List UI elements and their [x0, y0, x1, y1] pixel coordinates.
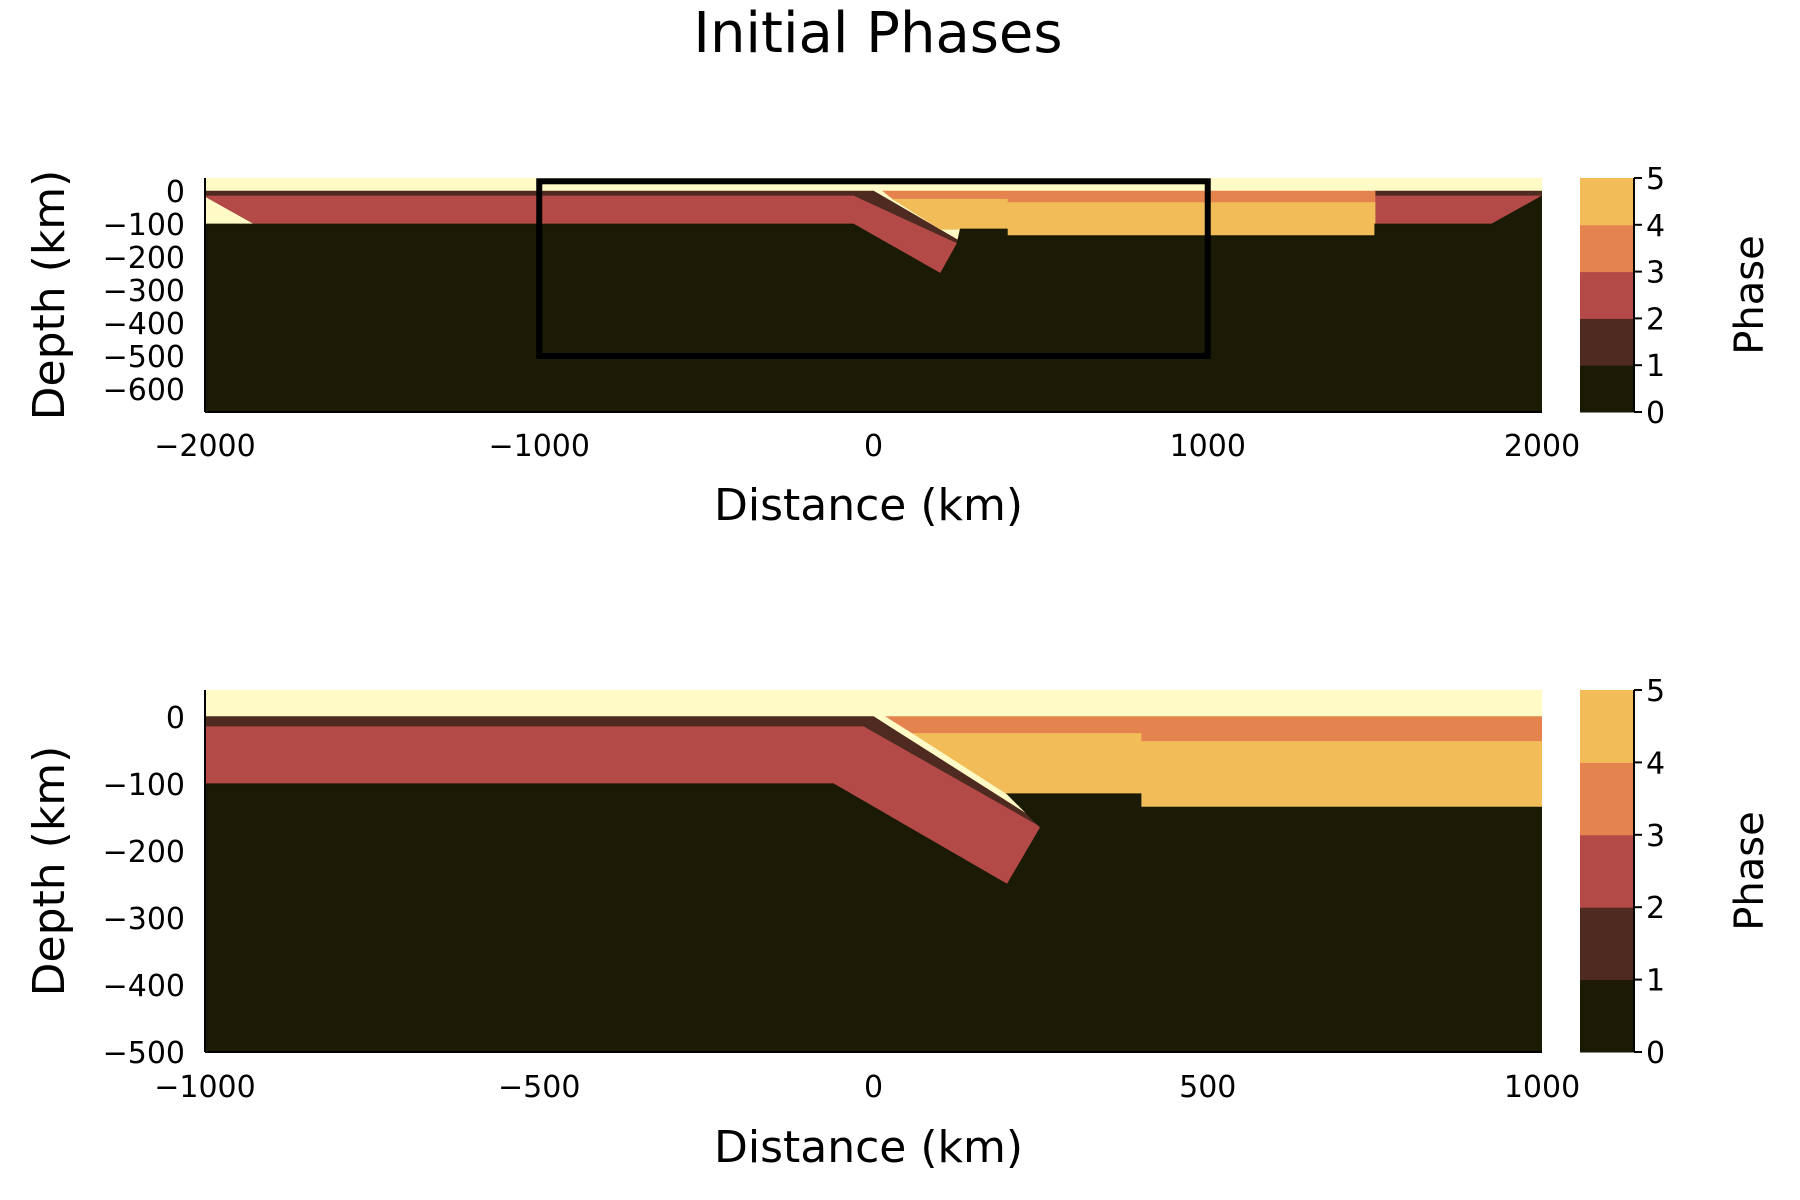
y-tick-label: −300 — [103, 274, 185, 309]
y-tick-label: −600 — [103, 373, 185, 408]
x-axis-label: Distance (km) — [714, 480, 1023, 531]
phase-1-region — [1374, 190, 1542, 197]
colorbar-tick-label: 1 — [1646, 964, 1665, 999]
colorbar-swatch-phase-0 — [1580, 979, 1634, 1053]
x-tick-label: −1000 — [154, 1070, 255, 1105]
y-tick-label: −300 — [103, 902, 185, 937]
y-tick-label: −100 — [103, 768, 185, 803]
x-tick-label: −500 — [498, 1070, 580, 1105]
y-tick-label: −500 — [103, 1036, 185, 1071]
x-tick-label: 2000 — [1504, 429, 1580, 464]
y-tick-label: 0 — [166, 175, 185, 210]
colorbar-swatch-phase-1 — [1580, 907, 1634, 981]
colorbar-tick-label: 4 — [1646, 746, 1665, 781]
colorbar-tick-label: 4 — [1646, 209, 1665, 244]
zoom-box — [536, 178, 1211, 359]
y-tick-label: −100 — [103, 208, 185, 243]
colorbar-swatch-phase-3 — [1580, 762, 1634, 836]
colorbar-tick-label: 1 — [1646, 349, 1665, 384]
colorbar-swatch-phase-2 — [1580, 271, 1634, 319]
colorbar-tick-label: 5 — [1646, 674, 1665, 709]
colorbar-tick-label: 0 — [1646, 396, 1665, 431]
x-tick-label: 500 — [1179, 1070, 1236, 1105]
colorbar-tick-label: 5 — [1646, 162, 1665, 197]
y-tick-label: −400 — [103, 307, 185, 342]
x-tick-label: −2000 — [154, 429, 255, 464]
x-tick-label: 0 — [864, 429, 883, 464]
y-tick-label: 0 — [166, 701, 185, 736]
colorbar-label: Phase — [1727, 235, 1773, 354]
overview-panel: −2000 −1000 0 1000 20000−100−200−300−400−500… — [24, 162, 1773, 531]
phase-0-region — [205, 783, 1542, 1052]
y-tick-label: −400 — [103, 969, 185, 1004]
y-tick-label: −200 — [103, 241, 185, 276]
zoom-panel: −1000 −500 0 500 10000−100−200−300−400−500Di… — [24, 674, 1773, 1173]
colorbar-tick-label: 0 — [1646, 1036, 1665, 1071]
colorbar-swatch-phase-4 — [1580, 178, 1634, 226]
x-axis-label: Distance (km) — [714, 1122, 1023, 1173]
phase-regions — [205, 690, 1542, 1052]
colorbar-swatch-phase-1 — [1580, 318, 1634, 366]
colorbar-swatch-phase-0 — [1580, 365, 1634, 413]
colorbar-label: Phase — [1727, 811, 1773, 930]
x-tick-label: 0 — [864, 1070, 883, 1105]
x-tick-label: 1000 — [1504, 1070, 1580, 1105]
x-tick-label: −1000 — [489, 429, 590, 464]
x-tick-label: 1000 — [1170, 429, 1246, 464]
colorbar-swatch-phase-4 — [1580, 690, 1634, 763]
figure-title: Initial Phases — [693, 1, 1062, 66]
y-axis-label: Depth (km) — [24, 170, 75, 421]
colorbar-tick-label: 2 — [1646, 891, 1665, 926]
y-tick-label: −500 — [103, 340, 185, 375]
phase-regions — [205, 178, 1542, 412]
colorbar-tick-label: 3 — [1646, 819, 1665, 854]
colorbar-swatch-phase-2 — [1580, 834, 1634, 908]
colorbar-tick-label: 2 — [1646, 302, 1665, 337]
colorbar-swatch-phase-3 — [1580, 224, 1634, 273]
y-tick-label: −200 — [103, 835, 185, 870]
y-axis-label: Depth (km) — [24, 746, 75, 997]
colorbar-tick-label: 3 — [1646, 256, 1665, 291]
